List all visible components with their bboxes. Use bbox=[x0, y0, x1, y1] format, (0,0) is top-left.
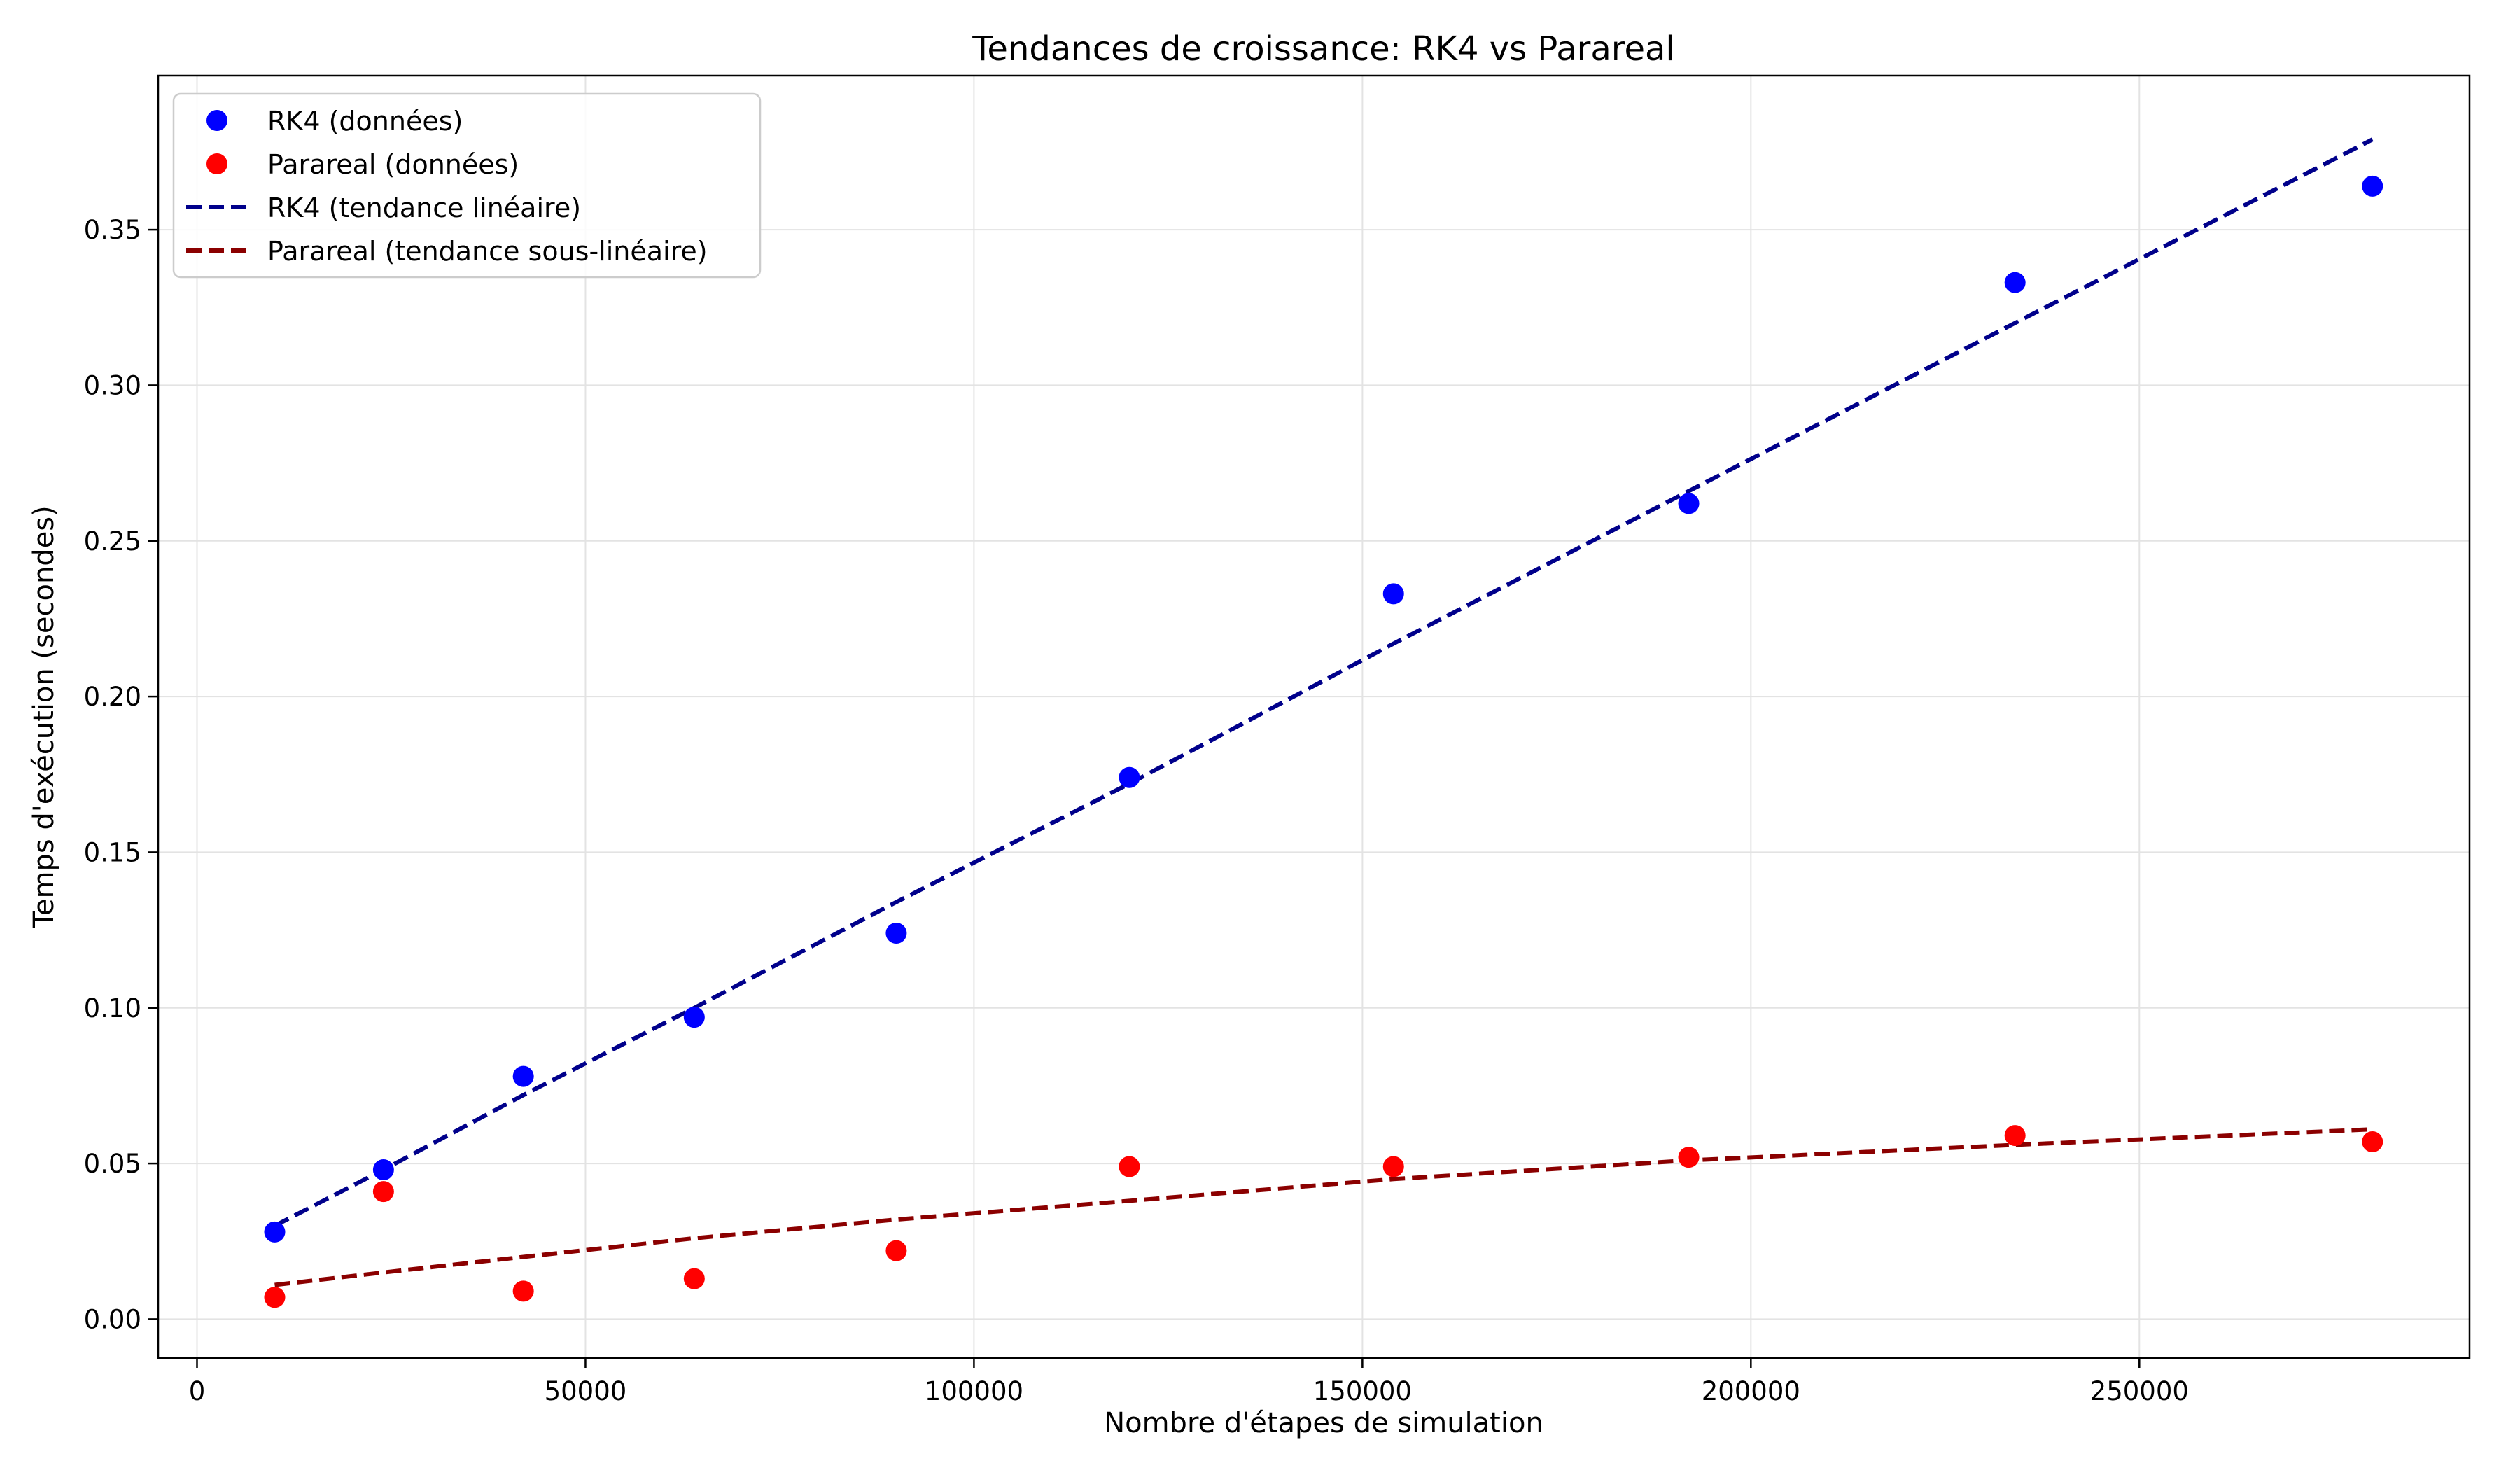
x-tick-label: 150000 bbox=[1313, 1376, 1412, 1406]
data-point-1-7 bbox=[1678, 1147, 1700, 1168]
legend-frame bbox=[172, 92, 762, 279]
legend: RK4 (données) Parareal (données) RK4 (te… bbox=[172, 92, 762, 279]
data-point-0-8 bbox=[2004, 272, 2026, 293]
x-tick-label: 250000 bbox=[2090, 1376, 2189, 1406]
data-point-1-0 bbox=[264, 1287, 286, 1308]
legend-label-rk4-data: RK4 (données) bbox=[267, 106, 463, 136]
plot-frame bbox=[157, 74, 2471, 1359]
y-tick-label: 0.10 bbox=[84, 993, 141, 1023]
grid bbox=[158, 76, 2470, 1358]
plot-series bbox=[264, 137, 2384, 1308]
x-axis-ticks: 0 50000 100000 150000 200000 250000 bbox=[189, 1358, 2189, 1406]
x-axis-label: Nombre d'étapes de simulation bbox=[1104, 1407, 1544, 1439]
data-point-1-9 bbox=[2362, 1130, 2384, 1152]
data-point-1-5 bbox=[1119, 1156, 1140, 1177]
data-point-0-4 bbox=[886, 923, 907, 944]
data-point-0-5 bbox=[1119, 766, 1140, 788]
data-point-1-6 bbox=[1382, 1156, 1404, 1177]
trend-line-3 bbox=[274, 1127, 2373, 1287]
y-tick-label: 0.30 bbox=[84, 370, 141, 400]
data-point-0-9 bbox=[2362, 175, 2384, 197]
x-tick-label: 100000 bbox=[925, 1376, 1023, 1406]
y-axis-ticks: 0.00 0.05 0.10 0.15 0.20 0.25 0.30 0.35 bbox=[84, 215, 158, 1334]
y-axis-label: Temps d'exécution (secondes) bbox=[28, 505, 60, 929]
data-point-0-1 bbox=[372, 1158, 394, 1180]
data-point-1-3 bbox=[683, 1268, 705, 1289]
data-point-0-7 bbox=[1678, 493, 1700, 514]
y-tick-label: 0.00 bbox=[84, 1304, 141, 1334]
legend-label-parareal-trend: Parareal (tendance sous-linéaire) bbox=[267, 236, 708, 267]
data-point-0-6 bbox=[1382, 583, 1404, 605]
y-tick-label: 0.35 bbox=[84, 215, 141, 245]
chart-title: Tendances de croissance: RK4 vs Parareal bbox=[972, 29, 1674, 69]
y-tick-label: 0.25 bbox=[84, 526, 141, 556]
x-tick-label: 200000 bbox=[1702, 1376, 1800, 1406]
x-tick-label: 50000 bbox=[545, 1376, 627, 1406]
data-point-1-2 bbox=[512, 1280, 534, 1302]
data-point-0-3 bbox=[683, 1007, 705, 1028]
legend-marker-rk4-data bbox=[206, 110, 227, 131]
x-tick-label: 0 bbox=[189, 1376, 206, 1406]
y-tick-label: 0.15 bbox=[84, 837, 141, 867]
y-tick-label: 0.05 bbox=[84, 1149, 141, 1179]
data-point-1-4 bbox=[886, 1240, 907, 1261]
legend-label-parareal-data: Parareal (données) bbox=[267, 149, 519, 180]
data-point-1-8 bbox=[2004, 1125, 2026, 1147]
data-point-1-1 bbox=[372, 1181, 394, 1203]
legend-label-rk4-trend: RK4 (tendance linéaire) bbox=[267, 192, 581, 223]
data-point-0-0 bbox=[264, 1221, 286, 1242]
y-tick-label: 0.20 bbox=[84, 682, 141, 712]
data-point-0-2 bbox=[512, 1065, 534, 1087]
legend-marker-parareal-data bbox=[206, 153, 227, 174]
trend-line-2 bbox=[274, 137, 2374, 1228]
